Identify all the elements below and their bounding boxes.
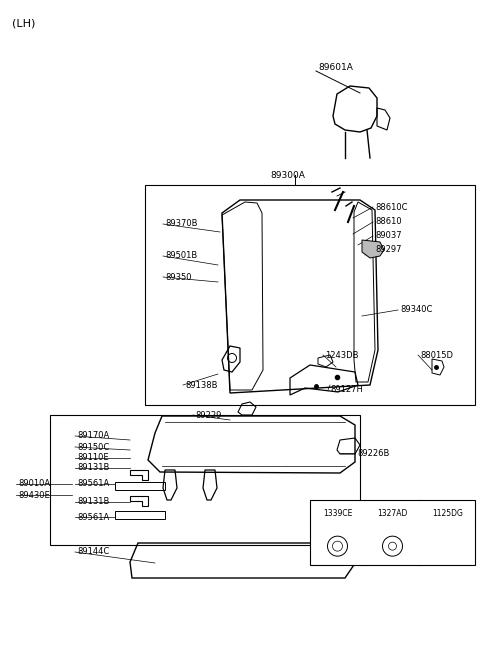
Text: 88610C: 88610C xyxy=(375,203,408,211)
Text: 88015D: 88015D xyxy=(420,350,453,359)
Text: 89144C: 89144C xyxy=(77,548,109,556)
Bar xyxy=(115,511,165,519)
Text: 89370B: 89370B xyxy=(165,220,197,228)
Text: 89037: 89037 xyxy=(375,232,402,241)
Polygon shape xyxy=(362,240,384,258)
Bar xyxy=(145,185,475,405)
Text: 89297: 89297 xyxy=(375,245,401,253)
Text: 89226B: 89226B xyxy=(357,449,389,457)
Text: 89501B: 89501B xyxy=(165,251,197,260)
Text: 89300A: 89300A xyxy=(270,171,305,180)
Text: 89138B: 89138B xyxy=(185,380,217,390)
Text: 89561A: 89561A xyxy=(77,480,109,489)
Text: 89601A: 89601A xyxy=(318,64,353,73)
Bar xyxy=(310,500,475,565)
Text: 89350: 89350 xyxy=(165,272,192,281)
Text: 89430E: 89430E xyxy=(18,491,50,499)
Text: 1125DG: 1125DG xyxy=(432,509,463,518)
Text: 89170A: 89170A xyxy=(77,432,109,440)
Text: 1243DB: 1243DB xyxy=(325,350,359,359)
Bar xyxy=(115,482,165,490)
Text: 89010A: 89010A xyxy=(18,480,50,489)
Text: 89150C: 89150C xyxy=(77,443,109,451)
Bar xyxy=(50,415,360,545)
Text: 89110E: 89110E xyxy=(77,453,108,462)
Text: 1327AD: 1327AD xyxy=(377,509,408,518)
Text: 88610: 88610 xyxy=(375,218,402,226)
Text: (LH): (LH) xyxy=(12,18,36,28)
Text: 89131B: 89131B xyxy=(77,464,109,472)
Text: 89229: 89229 xyxy=(195,411,221,419)
Text: 1339CE: 1339CE xyxy=(323,509,352,518)
Text: 89561A: 89561A xyxy=(77,512,109,522)
Text: 89127H: 89127H xyxy=(330,386,363,394)
Text: 89340C: 89340C xyxy=(400,306,432,314)
Text: 89131B: 89131B xyxy=(77,497,109,506)
